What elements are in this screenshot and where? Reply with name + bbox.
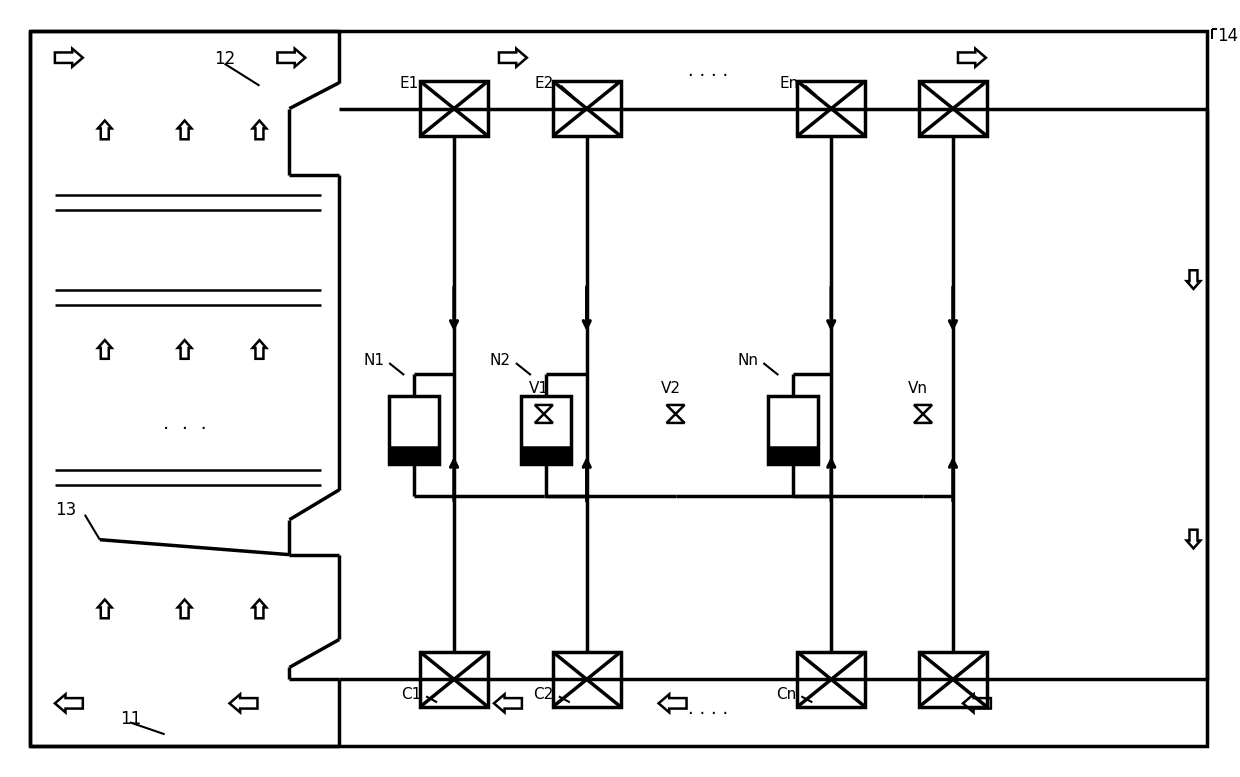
Polygon shape — [534, 414, 553, 423]
Text: Vn: Vn — [908, 381, 928, 396]
Text: . . . .: . . . . — [688, 700, 729, 718]
Polygon shape — [1187, 270, 1200, 289]
Bar — [521, 447, 570, 464]
Polygon shape — [658, 695, 687, 713]
Bar — [797, 652, 866, 707]
Polygon shape — [914, 414, 932, 423]
Bar — [797, 81, 866, 136]
Polygon shape — [253, 340, 267, 359]
Text: 14: 14 — [1218, 26, 1239, 45]
Polygon shape — [959, 49, 986, 67]
Text: En: En — [779, 76, 799, 91]
Polygon shape — [55, 695, 83, 713]
Bar — [919, 81, 987, 136]
Text: V2: V2 — [661, 381, 681, 396]
Text: 13: 13 — [55, 500, 76, 519]
Bar — [389, 396, 439, 464]
Bar — [919, 652, 987, 707]
Text: . . . .: . . . . — [688, 61, 729, 80]
Polygon shape — [534, 405, 553, 414]
Polygon shape — [229, 695, 258, 713]
Polygon shape — [667, 405, 684, 414]
Polygon shape — [914, 405, 932, 414]
Text: ·  ·  ·: · · · — [162, 420, 207, 440]
Bar — [553, 652, 621, 707]
Bar — [521, 396, 570, 464]
Polygon shape — [55, 49, 83, 67]
Polygon shape — [667, 414, 684, 423]
Text: V1: V1 — [528, 381, 549, 396]
Polygon shape — [98, 120, 112, 139]
Bar — [389, 447, 439, 464]
Polygon shape — [253, 600, 267, 618]
Polygon shape — [494, 695, 522, 713]
Polygon shape — [177, 600, 191, 618]
Text: C2: C2 — [533, 687, 554, 702]
Polygon shape — [177, 120, 191, 139]
Text: Cn: Cn — [776, 687, 796, 702]
Polygon shape — [963, 695, 991, 713]
Polygon shape — [278, 49, 305, 67]
Bar — [769, 447, 818, 464]
Polygon shape — [98, 340, 112, 359]
Bar — [420, 81, 489, 136]
Polygon shape — [98, 600, 112, 618]
Polygon shape — [1187, 530, 1200, 549]
Polygon shape — [253, 120, 267, 139]
Text: C1: C1 — [401, 687, 422, 702]
Bar — [553, 81, 621, 136]
Text: E2: E2 — [534, 76, 554, 91]
Bar — [769, 396, 818, 464]
Text: N1: N1 — [363, 353, 384, 368]
Text: Nn: Nn — [738, 353, 759, 368]
Text: 11: 11 — [120, 710, 141, 728]
Polygon shape — [177, 340, 191, 359]
Bar — [420, 652, 489, 707]
Text: E1: E1 — [399, 76, 419, 91]
Polygon shape — [498, 49, 527, 67]
Text: 12: 12 — [215, 50, 236, 68]
Text: N2: N2 — [490, 353, 511, 368]
